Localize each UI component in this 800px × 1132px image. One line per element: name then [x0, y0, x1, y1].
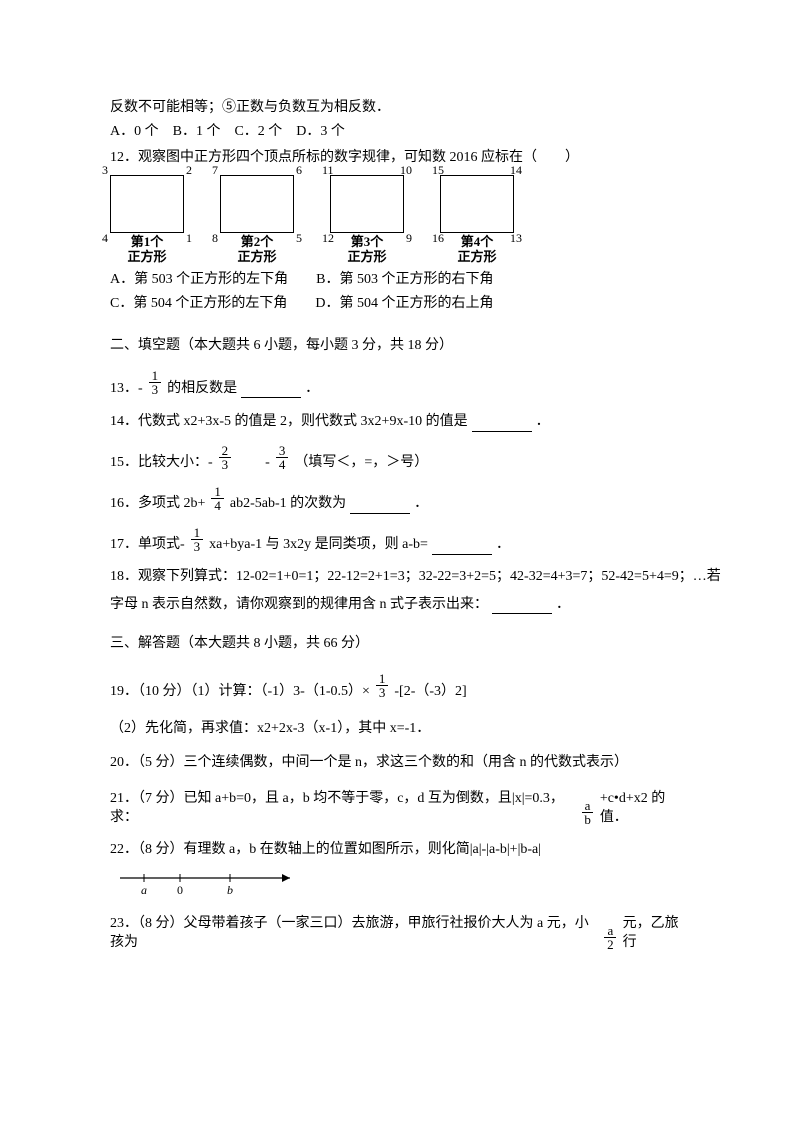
sq2-cap: 第2个 正方形 — [220, 235, 294, 264]
svg-text:0: 0 — [177, 883, 183, 897]
sq1-br: 1 — [186, 231, 192, 246]
square-2: 7 6 8 5 第2个 正方形 — [220, 175, 294, 264]
q21-b: +c•d+x2 的值． — [600, 789, 690, 828]
q17-blank[interactable] — [432, 541, 492, 555]
sq4-cap: 第4个 正方形 — [440, 235, 514, 264]
sq4-tl: 15 — [432, 163, 444, 178]
sq3-tr: 10 — [400, 163, 412, 178]
svg-text:a: a — [141, 883, 147, 897]
sq2-box — [220, 175, 294, 233]
q13: 13．- 13 的相反数是 ． — [110, 371, 690, 398]
q16-blank[interactable] — [350, 500, 410, 514]
sq1-tl: 3 — [102, 163, 108, 178]
section-3-title: 三、解答题（本大题共 8 小题，共 66 分） — [110, 632, 690, 656]
q13-a: 13．- — [110, 379, 143, 399]
q19: 19．（10 分）（1）计算：（-1）3-（1-0.5）× 13 -[2-（-3… — [110, 674, 690, 701]
sq1-tr: 2 — [186, 163, 192, 178]
q23: 23．（8 分）父母带着孩子（一家三口）去旅游，甲旅行社报价大人为 a 元，小孩… — [110, 914, 690, 953]
q17-a: 17．单项式- — [110, 535, 185, 555]
prev-q-options: A．0 个 B．1 个 C．2 个 D．3 个 — [110, 120, 690, 144]
q18-l1: 18．观察下列算式：12-02=1+0=1；22-12=2+1=3；32-22=… — [110, 565, 690, 589]
square-1: 3 2 4 1 第1个 正方形 — [110, 175, 184, 264]
q17: 17．单项式- 13 xa+bya-1 与 3x2y 是同类项，则 a-b= ． — [110, 528, 690, 555]
q21-a: 21．（7 分）已知 a+b=0，且 a，b 均不等于零，c，d 互为倒数，且|… — [110, 789, 575, 828]
sq2-br: 5 — [296, 231, 302, 246]
sq2-tl: 7 — [212, 163, 218, 178]
q15-c: （填写＜，=，＞号） — [294, 453, 428, 473]
q23-frac: a2 — [604, 924, 617, 951]
square-3: 11 10 12 9 第3个 正方形 — [330, 175, 404, 264]
q13-blank[interactable] — [241, 384, 301, 398]
q17-b: xa+bya-1 与 3x2y 是同类项，则 a-b= — [209, 535, 428, 555]
q23-a: 23．（8 分）父母带着孩子（一家三口）去旅游，甲旅行社报价大人为 a 元，小孩… — [110, 914, 598, 953]
sq2-bl: 8 — [212, 231, 218, 246]
sq4-box — [440, 175, 514, 233]
q13-frac: 13 — [149, 369, 162, 396]
sq3-box — [330, 175, 404, 233]
q12-opt-ab: A．第 503 个正方形的左下角 B．第 503 个正方形的右下角 — [110, 268, 690, 292]
sq1-bl: 4 — [102, 231, 108, 246]
q12-diagrams: 3 2 4 1 第1个 正方形 7 6 8 5 第2个 正方形 11 10 12 — [110, 175, 690, 264]
q14-text: 14．代数式 x2+3x-5 的值是 2，则代数式 3x2+9x-10 的值是 — [110, 412, 468, 432]
sq1-box — [110, 175, 184, 233]
q22: 22．（8 分）有理数 a，b 在数轴上的位置如图所示，则化简|a|-|a-b|… — [110, 838, 690, 862]
q17-frac: 13 — [191, 526, 204, 553]
q16-frac: 14 — [211, 485, 224, 512]
q16-b: ab2-5ab-1 的次数为 — [230, 494, 346, 514]
svg-text:b: b — [227, 883, 233, 897]
number-line: a 0 b — [110, 866, 690, 900]
q19-b: -[2-（-3）2] — [394, 682, 466, 702]
q15-frac2: 34 — [276, 444, 289, 471]
q12-opt-cd: C．第 504 个正方形的左下角 D．第 504 个正方形的右上角 — [110, 292, 690, 316]
section-2-title: 二、填空题（本大题共 6 小题，每小题 3 分，共 18 分） — [110, 334, 690, 358]
q19-a: 19．（10 分）（1）计算：（-1）3-（1-0.5）× — [110, 682, 370, 702]
q21: 21．（7 分）已知 a+b=0，且 a，b 均不等于零，c，d 互为倒数，且|… — [110, 789, 690, 828]
prev-q-tail: 反数不可能相等；⑤正数与负数互为相反数． — [110, 96, 690, 120]
sq1-cap: 第1个 正方形 — [110, 235, 184, 264]
sq3-br: 9 — [406, 231, 412, 246]
q18-l2: 字母 n 表示自然数，请你观察到的规律用含 n 式子表示出来： ． — [110, 595, 690, 615]
q18-l2-text: 字母 n 表示自然数，请你观察到的规律用含 n 式子表示出来： — [110, 595, 488, 615]
q16: 16．多项式 2b+ 14 ab2-5ab-1 的次数为 ． — [110, 487, 690, 514]
q23-b: 元，乙旅行 — [623, 914, 690, 953]
q15-frac1: 23 — [219, 444, 232, 471]
q15-a: 15．比较大小：- — [110, 453, 213, 473]
q20: 20．（5 分）三个连续偶数，中间一个是 n，求这三个数的和（用含 n 的代数式… — [110, 751, 690, 775]
q19-2: （2）先化简，再求值：x2+2x-3（x-1），其中 x=-1． — [110, 717, 690, 741]
q21-frac: ab — [581, 799, 594, 826]
q15-b: - — [237, 453, 270, 473]
q13-b: 的相反数是 — [167, 379, 237, 399]
q14-blank[interactable] — [472, 418, 532, 432]
sq3-bl: 12 — [322, 231, 334, 246]
sq4-br: 13 — [510, 231, 522, 246]
sq3-cap: 第3个 正方形 — [330, 235, 404, 264]
q14: 14．代数式 x2+3x-5 的值是 2，则代数式 3x2+9x-10 的值是 … — [110, 412, 690, 432]
sq3-tl: 11 — [322, 163, 334, 178]
q15: 15．比较大小：- 23 - 34 （填写＜，=，＞号） — [110, 446, 690, 473]
q16-a: 16．多项式 2b+ — [110, 494, 205, 514]
sq2-tr: 6 — [296, 163, 302, 178]
q19-frac: 13 — [376, 672, 389, 699]
sq4-tr: 14 — [510, 163, 522, 178]
q18-blank[interactable] — [492, 600, 552, 614]
square-4: 15 14 16 13 第4个 正方形 — [440, 175, 514, 264]
sq4-bl: 16 — [432, 231, 444, 246]
